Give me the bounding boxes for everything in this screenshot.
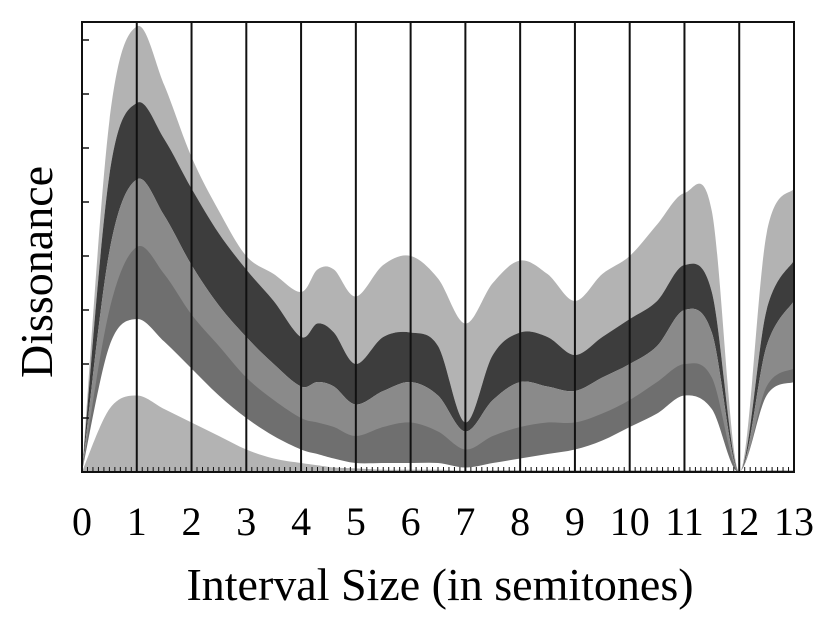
x-tick-label-3: 3 bbox=[236, 499, 256, 544]
x-tick-label-5: 5 bbox=[346, 499, 366, 544]
x-tick-label-4: 4 bbox=[291, 499, 311, 544]
plot-frame bbox=[81, 21, 795, 473]
x-tick-label-10: 10 bbox=[610, 499, 650, 544]
vertical-gridlines bbox=[135, 22, 741, 472]
x-tick-label-6: 6 bbox=[401, 499, 421, 544]
x-tick-label-8: 8 bbox=[510, 499, 530, 544]
x-tick-labels: 0 1 2 3 4 5 6 7 8 9 10 11 12 13 bbox=[72, 499, 814, 544]
dissonance-band-6 bbox=[82, 395, 794, 472]
x-tick-label-11: 11 bbox=[665, 499, 704, 544]
x-tick-label-7: 7 bbox=[455, 499, 475, 544]
dissonance-band-4 bbox=[82, 245, 794, 473]
x-tick-label-1: 1 bbox=[127, 499, 147, 544]
y-axis-title: Dissonance bbox=[11, 166, 62, 378]
dissonance-band-5 bbox=[82, 318, 794, 473]
x-tick-label-2: 2 bbox=[182, 499, 202, 544]
dissonance-band-2 bbox=[82, 102, 794, 473]
x-tick-label-13: 13 bbox=[774, 499, 814, 544]
dissonance-band-1 bbox=[82, 25, 794, 473]
x-tick-label-9: 9 bbox=[565, 499, 585, 544]
dissonance-bands bbox=[82, 25, 794, 473]
x-tick-label-12: 12 bbox=[719, 499, 759, 544]
x-axis-title: Interval Size (in semitones) bbox=[186, 559, 693, 610]
x-tick-label-0: 0 bbox=[72, 499, 92, 544]
